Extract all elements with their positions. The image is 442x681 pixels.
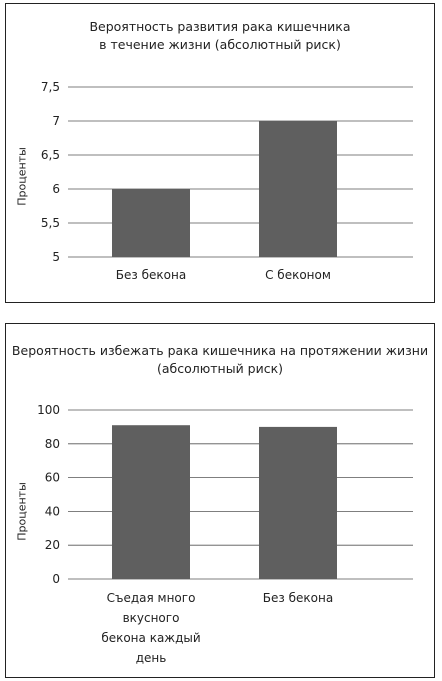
category-label: вкусного — [123, 611, 180, 625]
bar-chart-2: 0 20 40 60 80 100 Съедая много вкусного бекона к… — [37, 403, 413, 665]
chart-title-line: Вероятность избежать рака кишечника на п… — [11, 343, 429, 358]
y-tick-label: 7 — [52, 114, 60, 128]
chart-panel-2: Вероятность избежать рака кишечника на п… — [5, 323, 435, 678]
category-label: С беконом — [265, 268, 331, 282]
y-tick-label: 5,5 — [41, 216, 60, 230]
y-tick-label: 7,5 — [41, 80, 60, 94]
y-tick-label: 60 — [45, 471, 60, 485]
bar — [112, 189, 190, 257]
chart-title-line: в течение жизни (абсолютный риск) — [99, 37, 341, 52]
y-tick-label: 0 — [52, 572, 60, 586]
bar-chart-1: 5 5,5 6 6,5 7 7,5 Без бекона С беконом — [41, 80, 413, 282]
y-tick-label: 80 — [45, 437, 60, 451]
category-label: Съедая много — [107, 591, 196, 605]
chart-title-line: Вероятность развития рака кишечника — [89, 19, 351, 34]
chart-title-line: (абсолютный риск) — [156, 361, 284, 376]
y-tick-label: 40 — [45, 504, 60, 518]
y-tick-label: 20 — [45, 538, 60, 552]
chart-title: Вероятность развития рака кишечника в те… — [6, 18, 434, 54]
y-tick-label: 6 — [52, 182, 60, 196]
y-tick-label: 6,5 — [41, 148, 60, 162]
y-tick-label: 5 — [52, 250, 60, 264]
chart-panel-1: Вероятность развития рака кишечника в те… — [5, 3, 435, 303]
bar — [259, 426, 337, 579]
category-label: Без бекона — [116, 268, 186, 282]
category-label: день — [136, 651, 167, 665]
chart-title: Вероятность избежать рака кишечника на п… — [6, 342, 434, 378]
y-tick-label: 100 — [37, 403, 60, 417]
category-label: Без бекона — [263, 591, 333, 605]
bar — [259, 121, 337, 257]
bar — [112, 425, 190, 579]
category-label: бекона каждый — [101, 631, 200, 645]
